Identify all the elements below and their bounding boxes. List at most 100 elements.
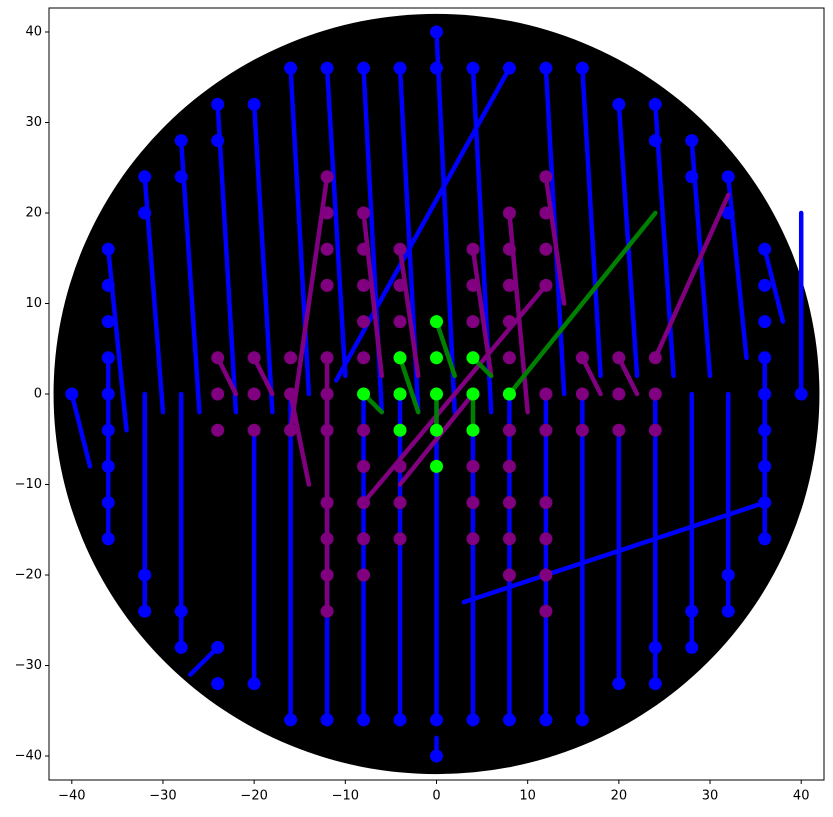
point [685, 134, 699, 148]
point [648, 677, 662, 691]
segment [434, 319, 457, 379]
segment [580, 355, 603, 397]
segment [288, 174, 330, 433]
point [794, 387, 808, 401]
segment [470, 246, 494, 379]
segment [653, 192, 731, 361]
y-tick-label: 10 [25, 296, 42, 311]
point [393, 496, 407, 510]
point [247, 387, 261, 401]
y-tick-label: −10 [15, 477, 42, 492]
point [466, 532, 480, 546]
point [320, 604, 334, 618]
point [758, 459, 772, 473]
point [393, 713, 407, 727]
point [502, 351, 516, 365]
point [357, 242, 371, 256]
y-tick-label: −20 [15, 568, 42, 583]
point [685, 640, 699, 654]
segment [616, 355, 640, 397]
x-tick-label: −40 [58, 789, 85, 804]
point [685, 170, 699, 184]
point [320, 713, 334, 727]
point [648, 423, 662, 437]
point [65, 387, 79, 401]
point [502, 713, 516, 727]
point [393, 532, 407, 546]
y-tick-label: −40 [15, 749, 42, 764]
point [575, 423, 589, 437]
point [101, 242, 115, 256]
segment [333, 65, 512, 383]
point [466, 423, 480, 437]
point [502, 568, 516, 582]
segment [434, 29, 457, 415]
y-tick-label: −30 [15, 658, 42, 673]
segment [106, 246, 129, 433]
segment [324, 65, 348, 379]
point [539, 278, 553, 292]
point [101, 315, 115, 329]
point [247, 423, 261, 437]
point [357, 315, 371, 329]
point [174, 134, 188, 148]
point [284, 351, 298, 365]
point [247, 677, 261, 691]
point [138, 568, 152, 582]
point [393, 278, 407, 292]
point [393, 315, 407, 329]
point [685, 604, 699, 618]
y-tick-label: 30 [25, 115, 42, 130]
point [466, 278, 480, 292]
point [502, 423, 516, 437]
point [648, 387, 662, 401]
x-tick-label: −10 [332, 789, 359, 804]
point [721, 206, 735, 220]
point [430, 25, 443, 39]
plot-area [53, 13, 820, 775]
point [320, 61, 334, 75]
point [758, 496, 772, 510]
point [174, 170, 188, 184]
point [502, 242, 516, 256]
point [357, 351, 371, 365]
segment [215, 355, 239, 397]
point [320, 532, 334, 546]
x-tick-label: −20 [240, 789, 267, 804]
point [357, 459, 371, 473]
point [393, 423, 407, 437]
point [101, 423, 115, 437]
point [320, 170, 334, 184]
point [466, 61, 480, 75]
point [721, 604, 735, 618]
point [758, 423, 772, 437]
point [357, 423, 371, 437]
point [466, 351, 480, 365]
point [101, 496, 115, 510]
point [430, 423, 443, 437]
point [648, 351, 662, 365]
point [502, 459, 516, 473]
segment [397, 355, 421, 415]
point [466, 713, 480, 727]
point [430, 459, 443, 473]
point [174, 604, 188, 618]
segment [653, 102, 676, 379]
axes: −40 −30 −20 −10 0 10 20 30 40 −40 −30 −20 −10 0 10 20 30… [15, 24, 810, 803]
segment [215, 102, 239, 415]
point [101, 278, 115, 292]
point [320, 278, 334, 292]
point [466, 459, 480, 473]
point [539, 568, 553, 582]
point [758, 387, 772, 401]
point [612, 677, 626, 691]
point [320, 351, 334, 365]
point [393, 387, 407, 401]
point [539, 423, 553, 437]
point [539, 61, 553, 75]
point [101, 351, 115, 365]
point [320, 242, 334, 256]
point [357, 61, 371, 75]
point [211, 640, 225, 654]
